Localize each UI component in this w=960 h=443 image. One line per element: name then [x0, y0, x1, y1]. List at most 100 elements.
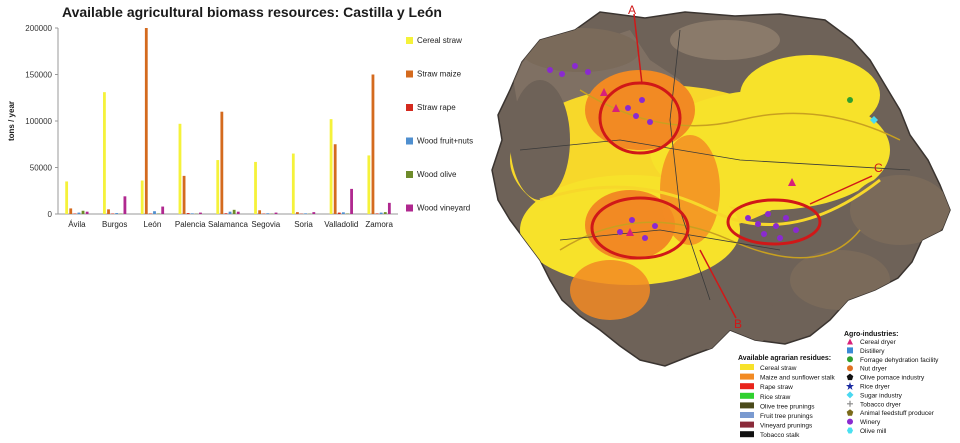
- agrarian-legend-swatch: [740, 431, 754, 438]
- bar-leon-5: [161, 206, 165, 214]
- y-tick-label: 200000: [25, 24, 52, 33]
- industry-legend-label: Forrage dehydration facility: [860, 357, 939, 364]
- x-tick-label: Segovia: [251, 220, 280, 229]
- agrarian-legend-label: Tobacco stalk: [760, 432, 800, 439]
- industry-legend-title: Agro-industries:: [844, 331, 898, 338]
- bar-palencia-5: [199, 212, 202, 214]
- bar-burgos-0: [103, 92, 106, 214]
- legend-label: Wood olive: [417, 170, 457, 179]
- bar-burgos-3: [115, 213, 119, 214]
- x-tick-label: Soria: [294, 220, 313, 229]
- bar-segovia-5: [274, 212, 278, 214]
- agrarian-legend-label: Cereal straw: [760, 365, 797, 372]
- industry-pentagon-icon: [846, 409, 854, 416]
- y-tick-label: 150000: [25, 71, 52, 80]
- industry-legend-label: Olive pomace industry: [860, 375, 925, 382]
- legend-swatch: [406, 137, 413, 145]
- industry-legend-label: Tobacco dryer: [860, 401, 902, 408]
- callout-label-b: B: [734, 317, 742, 331]
- legend-label: Wood vineyard: [417, 204, 470, 213]
- bar-zamora-5: [387, 202, 391, 214]
- bar-salamanca-4: [232, 209, 236, 214]
- x-tick-label: Zamora: [365, 220, 393, 229]
- bar-burgos-1: [107, 209, 110, 214]
- agrarian-legend: Available agrarian residues: Cereal stra…: [738, 350, 842, 442]
- agrarian-legend-label: Rape straw: [760, 384, 793, 391]
- bar-palencia-2: [186, 213, 190, 214]
- legend-swatch: [406, 171, 413, 178]
- agrarian-legend-label: Rice straw: [760, 394, 791, 401]
- bar-segovia-0: [254, 161, 257, 214]
- bar-zamora-2: [375, 213, 379, 214]
- x-tick-label: Burgos: [102, 220, 127, 229]
- region-shape: [491, 11, 951, 367]
- legend-label: Straw rape: [417, 103, 456, 112]
- bar-soria-1: [296, 212, 299, 214]
- bar-valladolid-5: [350, 188, 353, 214]
- industry-circle-icon: [847, 418, 853, 425]
- bar-segovia-3: [266, 213, 270, 214]
- industry-circle-icon: [847, 365, 853, 372]
- agrarian-legend-label: Olive tree prunings: [760, 403, 815, 410]
- bar-soria-0: [291, 153, 295, 214]
- agrarian-legend-swatch: [740, 421, 754, 428]
- bar-salamanca-2: [224, 213, 228, 214]
- bars-layer: 0 50000 100000 150000 200000 tons / year Ávila…: [7, 24, 473, 229]
- industry-legend: Agro-industries: Cereal dryer Distillery F…: [842, 326, 960, 443]
- industry-legend-label: Olive mill: [860, 428, 887, 435]
- bar-palencia-3: [190, 213, 194, 214]
- industry-legend-label: Winery: [860, 419, 881, 426]
- bar-avila-5: [85, 211, 89, 214]
- bar-leon-0: [140, 180, 144, 214]
- bar-salamanca-3: [228, 211, 232, 214]
- industry-legend-label: Sugar industry: [860, 392, 903, 399]
- industry-circle-icon: [847, 356, 853, 363]
- industry-diamond-icon: [846, 391, 854, 399]
- callout-label-c: C: [874, 161, 883, 175]
- bar-leon-3: [153, 211, 156, 214]
- bar-valladolid-2: [337, 212, 341, 214]
- agrarian-legend-swatch: [740, 364, 754, 370]
- agrarian-legend-swatch: [740, 392, 754, 399]
- agrarian-legend-label: Maize and sunflower stalk: [760, 375, 836, 382]
- x-tick-label: Valladolid: [324, 220, 358, 229]
- chart-title: Available agricultural biomass resources…: [62, 4, 442, 20]
- bar-valladolid-3: [341, 212, 345, 214]
- bar-palencia-0: [178, 123, 182, 214]
- bar-salamanca-5: [236, 211, 240, 214]
- agrarian-legend-label: Fruit tree prunings: [760, 413, 813, 420]
- y-tick-label: 100000: [25, 117, 52, 126]
- x-tick-label: Ávila: [68, 220, 86, 229]
- bar-chart: 0 50000 100000 150000 200000 tons / year Ávila…: [7, 24, 473, 229]
- industry-legend-label: Distillery: [860, 348, 885, 355]
- bar-zamora-4: [383, 212, 387, 214]
- legend-swatch: [406, 204, 413, 212]
- bar-zamora-1: [371, 74, 375, 214]
- industry-markers: [547, 63, 878, 241]
- industry-square-icon: [847, 347, 853, 354]
- industry-star-icon: [846, 382, 854, 390]
- industry-legend-label: Rice dryer: [860, 384, 890, 391]
- industry-triangle-icon: [847, 338, 853, 345]
- y-tick-label: 0: [48, 210, 53, 219]
- bar-palencia-1: [182, 175, 186, 214]
- legend-label: Wood fruit+nuts: [417, 137, 473, 146]
- bar-avila-1: [69, 208, 73, 214]
- y-tick-label: 50000: [30, 164, 53, 173]
- bar-leon-1: [144, 28, 148, 214]
- legend-swatch: [406, 104, 413, 111]
- bar-valladolid-1: [333, 144, 337, 214]
- industry-cross-icon: [847, 400, 853, 407]
- industry-legend-label: Cereal dryer: [860, 339, 897, 346]
- bar-avila-3: [77, 212, 81, 214]
- agrarian-legend-swatch: [740, 383, 754, 390]
- x-tick-label: Palencia: [175, 220, 206, 229]
- bar-segovia-1: [258, 210, 262, 214]
- industry-hexagon-icon: [847, 427, 853, 434]
- agrarian-legend-swatch: [740, 402, 754, 409]
- bar-soria-3: [304, 213, 308, 214]
- agrarian-legend-swatch: [740, 373, 754, 380]
- bar-salamanca-0: [216, 160, 220, 214]
- industry-legend-label: Nut dryer: [860, 366, 888, 373]
- legend-label: Straw maize: [417, 70, 462, 79]
